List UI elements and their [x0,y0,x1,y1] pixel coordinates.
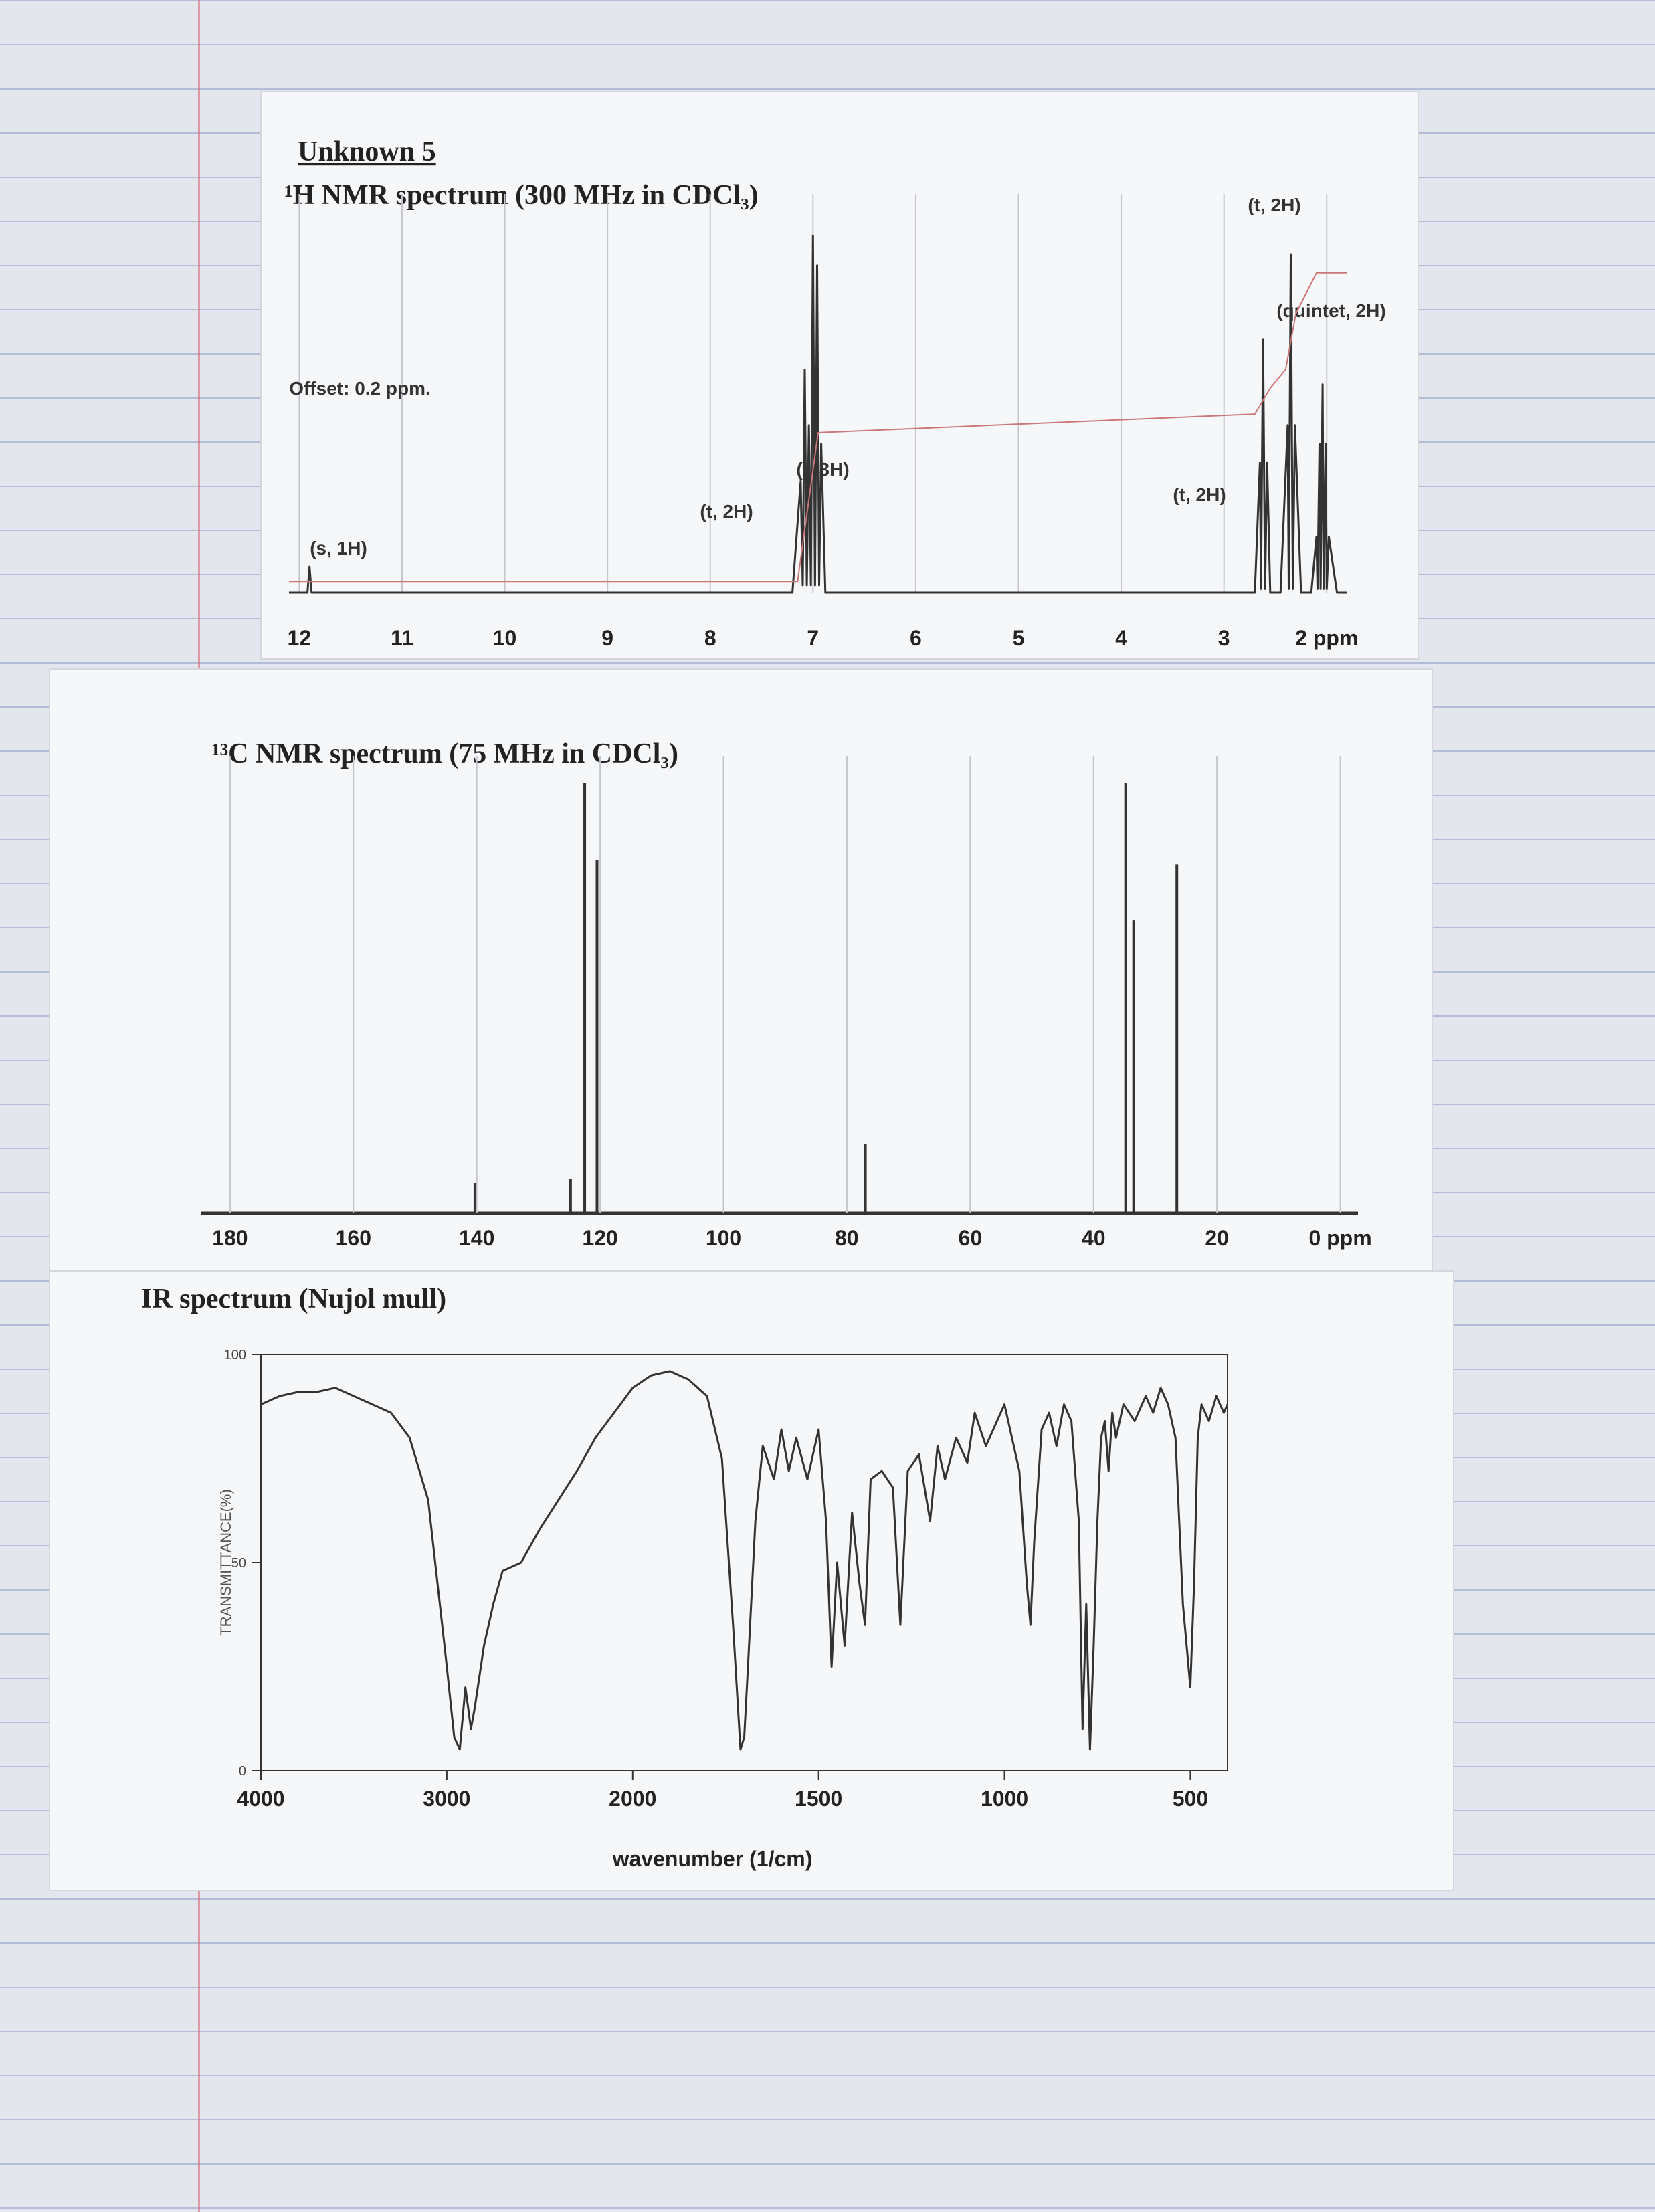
x-tick-label: 180 [212,1226,248,1250]
x-tick-label: 1000 [981,1787,1028,1811]
x-tick-label: 5 [1013,626,1025,650]
annotation: (quintet, 2H) [1276,300,1385,321]
x-tick-label: 8 [704,626,716,650]
y-axis-label: TRANSMITTANCE(%) [217,1489,234,1636]
annotation: (t, 2H) [1248,195,1300,215]
spectrum-line [260,1370,1229,1751]
x-tick-label: 3 [1218,626,1230,650]
x-tick-label: 160 [336,1226,371,1250]
x-tick-label: 140 [459,1226,494,1250]
x-tick-label: 60 [959,1226,983,1250]
chart-title: IR spectrum (Nujol mull) [141,1284,446,1314]
annotation: Offset: 0.2 ppm. [289,378,431,399]
annotation: (t, 2H) [1173,484,1226,505]
x-tick-label: 80 [835,1226,859,1250]
chart-subtitle: ¹H NMR spectrum (300 MHz in CDCl₃) [284,180,759,211]
annotation: (t, 2H) [700,501,753,522]
paper-1h [260,91,1419,660]
x-tick-label: 11 [391,626,413,650]
x-tick-label: 4 [1115,626,1127,650]
chart-title: ¹³C NMR spectrum (75 MHz in CDCl₃) [211,738,678,769]
y-tick-label: 0 [239,1764,246,1779]
x-tick-label: 12 [288,626,312,650]
x-tick-label: 500 [1173,1787,1208,1811]
annotation: (s, 1H) [310,538,367,559]
x-tick-label: 6 [910,626,922,650]
x-tick-label: 2 ppm [1295,626,1358,650]
x-tick-label: 7 [807,626,819,650]
x-tick-label: 100 [706,1226,741,1250]
x-tick-label: 1500 [795,1787,842,1811]
chart-title: Unknown 5 [298,136,436,167]
x-tick-label: 10 [493,626,517,650]
y-tick-label: 100 [224,1348,246,1363]
y-tick-label: 50 [231,1556,246,1571]
x-tick-label: 4000 [237,1787,284,1811]
paper-13c [49,668,1433,1272]
x-tick-label: 0 ppm [1308,1226,1371,1250]
x-tick-label: 40 [1082,1226,1106,1250]
x-tick-label: 2000 [609,1787,656,1811]
x-tick-label: 9 [601,626,613,650]
x-tick-label: 3000 [423,1787,470,1811]
x-axis-label: wavenumber (1/cm) [612,1847,813,1871]
spectrum-line [289,234,1347,594]
spectrum-line [289,272,1347,583]
x-tick-label: 20 [1205,1226,1229,1250]
x-tick-label: 120 [582,1226,617,1250]
